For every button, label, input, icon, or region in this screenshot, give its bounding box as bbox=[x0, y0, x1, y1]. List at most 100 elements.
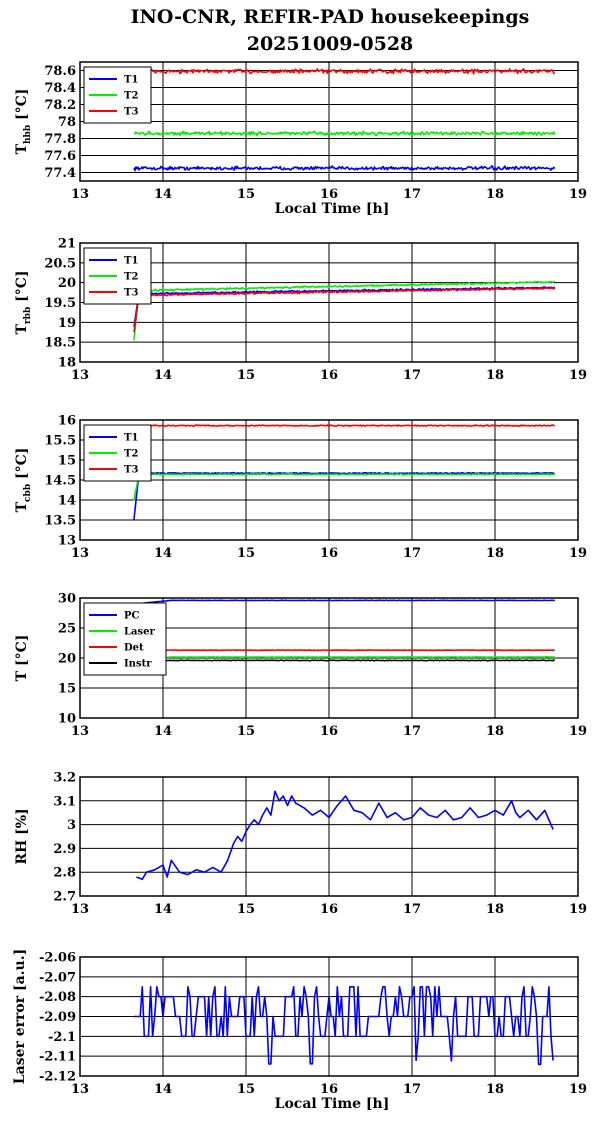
x-tick-label: 18 bbox=[486, 1082, 504, 1097]
x-tick-label: 15 bbox=[237, 546, 255, 561]
plot-frame bbox=[79, 61, 579, 182]
legend-label: T2 bbox=[124, 272, 138, 283]
y-tick-label: 20.5 bbox=[44, 256, 76, 271]
y-axis-label: Trbb [°C] bbox=[14, 270, 33, 334]
legend-label: T3 bbox=[124, 107, 138, 118]
figure-title-line2: 20251009-0528 bbox=[247, 33, 414, 55]
legend-label: Instr bbox=[124, 659, 152, 670]
x-tick-label: 13 bbox=[71, 902, 89, 917]
legend: T1 T2 T3 bbox=[83, 66, 152, 124]
y-tick-label: 13 bbox=[58, 534, 76, 549]
x-tick-label: 19 bbox=[569, 1082, 587, 1097]
x-tick-label: 18 bbox=[486, 187, 504, 202]
plot-frame bbox=[79, 956, 579, 1077]
chart-hbb-temperature: 13 14 15 16 17 18 19 77.4 77.6 77.8 78 78.2 78.4 78.6… bbox=[14, 61, 587, 217]
x-tick-label: 14 bbox=[154, 724, 172, 739]
y-tick-label: 13.5 bbox=[44, 514, 76, 529]
x-tick-label: 13 bbox=[71, 368, 89, 383]
x-tick-label: 15 bbox=[237, 902, 255, 917]
x-tick-label: 16 bbox=[320, 1082, 338, 1097]
chart-rbb-temperature: 13 14 15 16 17 18 19 18 18.5 19 19.5 20 20.5 21 Trbb [… bbox=[14, 237, 587, 384]
chart-laser-error: 13 14 15 16 17 18 19 -2.12 -2.11 -2.1 -2.09 -2.08 -2… bbox=[12, 949, 587, 1112]
series-line-t1 bbox=[133, 471, 556, 520]
x-axis-label: Local Time [h] bbox=[275, 201, 390, 217]
series-line-t2 bbox=[133, 130, 556, 137]
x-tick-label: 14 bbox=[154, 187, 172, 202]
x-tick-label: 15 bbox=[237, 1082, 255, 1097]
series-line-t3 bbox=[133, 287, 556, 333]
x-tick-label: 16 bbox=[320, 368, 338, 383]
plot-frame bbox=[79, 242, 579, 363]
x-tick-label: 14 bbox=[154, 546, 172, 561]
series-line-t2 bbox=[133, 280, 556, 341]
chart-cbb-temperature: 13 14 15 16 17 18 19 13 13.5 14 14.5 15 15.5 16 Tcbb [… bbox=[14, 414, 587, 562]
series-line-t3 bbox=[133, 424, 556, 428]
y-tick-label: 15 bbox=[58, 682, 76, 697]
y-tick-label: 77.8 bbox=[44, 132, 76, 147]
series-line-t1 bbox=[133, 286, 556, 327]
legend-label: T1 bbox=[124, 75, 138, 86]
x-tick-label: 15 bbox=[237, 187, 255, 202]
x-tick-label: 15 bbox=[237, 724, 255, 739]
y-tick-label: 3.1 bbox=[53, 794, 76, 809]
y-tick-label: 15.5 bbox=[44, 434, 76, 449]
y-tick-label: 18 bbox=[58, 356, 76, 371]
series-line-data bbox=[136, 790, 554, 881]
legend-label: Laser bbox=[124, 627, 156, 638]
y-tick-label: -2.07 bbox=[39, 970, 76, 985]
x-tick-label: 17 bbox=[403, 724, 421, 739]
y-axis-label: Laser error [a.u.] bbox=[12, 949, 28, 1084]
y-tick-label: 20 bbox=[58, 652, 76, 667]
y-tick-label: -2.06 bbox=[39, 951, 76, 966]
plot-frame bbox=[79, 776, 579, 897]
x-tick-label: 17 bbox=[403, 368, 421, 383]
y-tick-label: 19.5 bbox=[44, 296, 76, 311]
chart-instrument-temperatures: 13 14 15 16 17 18 19 10 15 20 25 30 T [°C] PC Laser Det… bbox=[14, 592, 587, 740]
x-tick-label: 14 bbox=[154, 902, 172, 917]
y-tick-label: 2.9 bbox=[53, 842, 76, 857]
y-tick-label: 15 bbox=[58, 454, 76, 469]
x-tick-label: 13 bbox=[71, 724, 89, 739]
chart-relative-humidity: 13 14 15 16 17 18 19 2.7 2.8 2.9 3 3.1 3.2 RH [%] bbox=[14, 771, 587, 918]
y-tick-label: 78.4 bbox=[44, 81, 76, 96]
y-tick-label: 14.5 bbox=[44, 474, 76, 489]
y-tick-label: 3 bbox=[67, 818, 76, 833]
x-tick-label: 16 bbox=[320, 187, 338, 202]
x-tick-label: 17 bbox=[403, 902, 421, 917]
x-tick-label: 14 bbox=[154, 1082, 172, 1097]
y-tick-label: 19 bbox=[58, 316, 76, 331]
y-tick-label: 77.6 bbox=[44, 149, 76, 164]
y-axis-label: RH [%] bbox=[14, 808, 30, 864]
x-tick-label: 16 bbox=[320, 546, 338, 561]
y-tick-label: -2.11 bbox=[39, 1050, 76, 1065]
series-line-t2 bbox=[133, 472, 556, 501]
series-line-data bbox=[134, 986, 554, 1066]
y-tick-label: 16 bbox=[58, 414, 76, 429]
series-line-t1 bbox=[133, 165, 556, 172]
plot-frame bbox=[79, 419, 579, 541]
legend-label: T3 bbox=[124, 465, 138, 476]
legend-label: T2 bbox=[124, 449, 138, 460]
x-tick-label: 19 bbox=[569, 724, 587, 739]
legend: PC Laser Det Instr bbox=[83, 602, 167, 676]
series-line-det bbox=[133, 649, 555, 652]
x-tick-label: 17 bbox=[403, 546, 421, 561]
x-tick-label: 18 bbox=[486, 724, 504, 739]
x-tick-label: 17 bbox=[403, 1082, 421, 1097]
plot-frame bbox=[79, 597, 579, 719]
y-tick-label: 2.8 bbox=[53, 866, 76, 881]
x-tick-label: 18 bbox=[486, 902, 504, 917]
legend-label: T1 bbox=[124, 256, 138, 267]
y-tick-label: -2.08 bbox=[39, 990, 76, 1005]
x-tick-label: 13 bbox=[71, 546, 89, 561]
x-tick-label: 19 bbox=[569, 546, 587, 561]
y-tick-label: 3.2 bbox=[53, 771, 76, 786]
series-line-instr bbox=[133, 659, 555, 664]
y-tick-label: 10 bbox=[58, 712, 76, 727]
y-tick-label: 78.2 bbox=[44, 98, 76, 113]
y-tick-label: 78.6 bbox=[44, 64, 76, 79]
y-axis-label: T [°C] bbox=[14, 635, 30, 682]
y-axis-label: Tcbb [°C] bbox=[14, 448, 33, 513]
y-axis-label: Thbb [°C] bbox=[14, 89, 33, 155]
